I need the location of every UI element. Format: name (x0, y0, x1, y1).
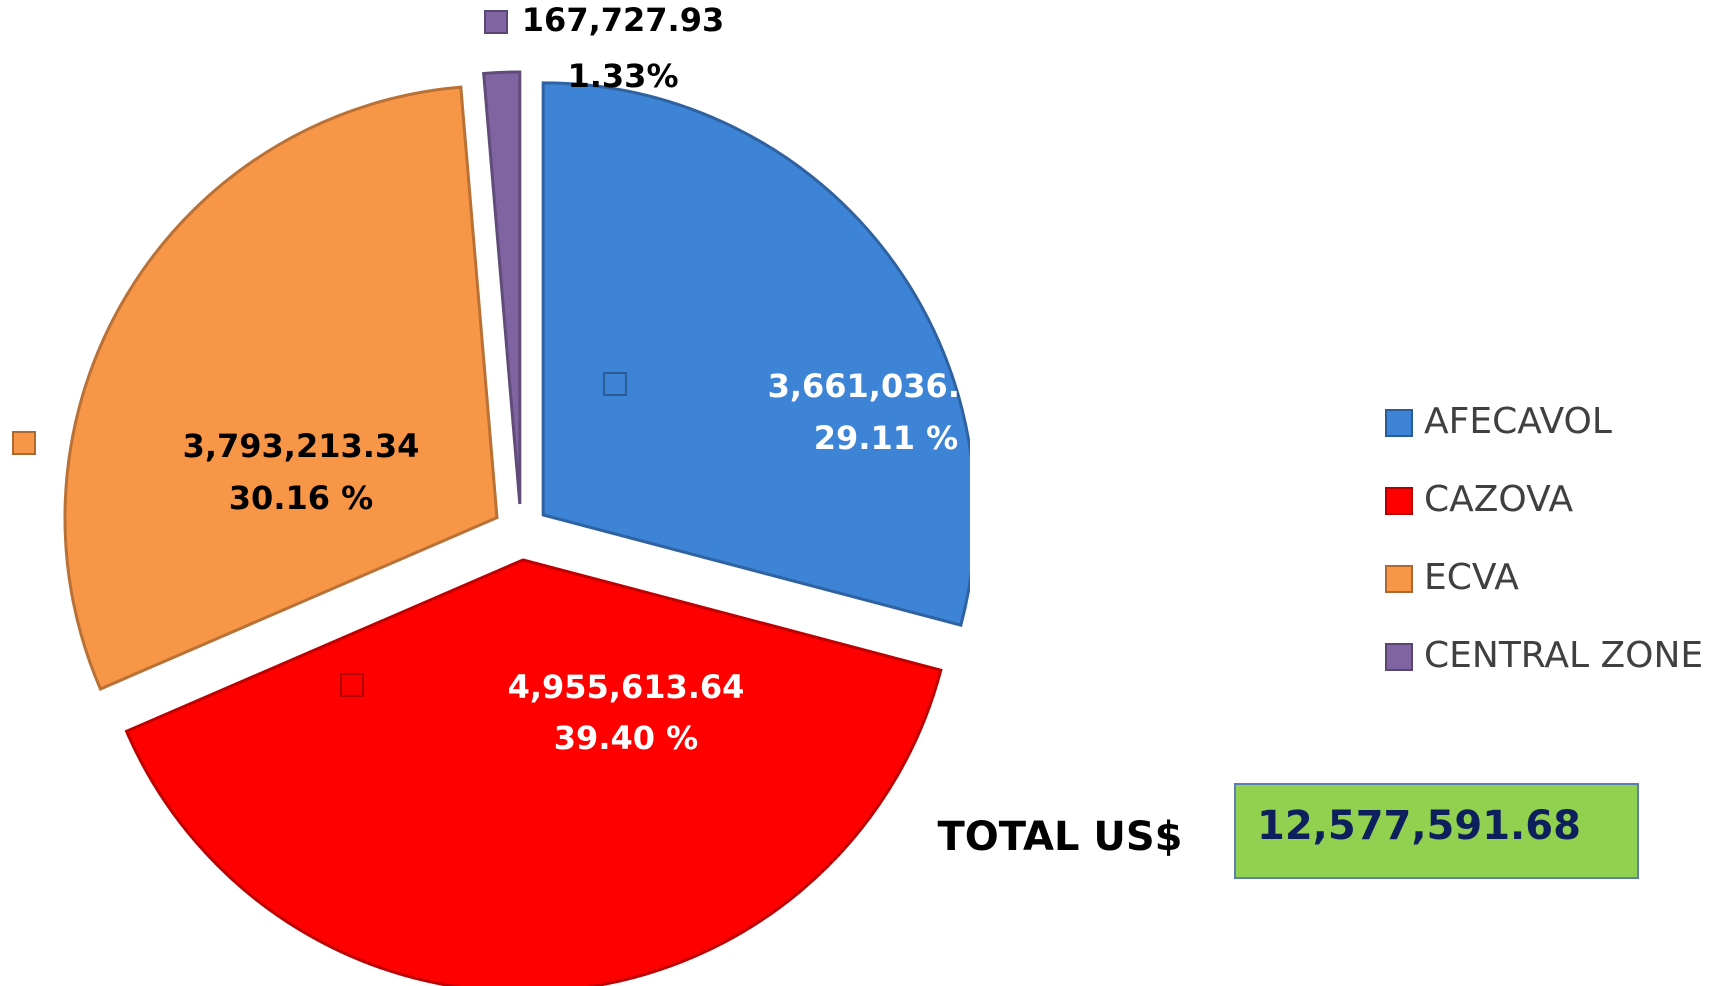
slice-percent-label: 29.11 % (814, 419, 958, 457)
legend-swatch (1385, 409, 1413, 437)
label-key (603, 372, 627, 396)
slice-value-label: 4,955,613.64 (508, 668, 745, 706)
legend-swatch (1385, 487, 1413, 515)
pie-area: 3,661,036.77 29.11 % (63, 70, 1005, 986)
pie-slice (541, 81, 970, 628)
slice-percent-label: 39.40 % (554, 719, 698, 757)
legend-label: ECVA (1424, 557, 1519, 598)
legend-label: AFECAVOL (1424, 401, 1612, 442)
slice-value-label: 3,661,036.77 (768, 367, 1005, 405)
slice-percent-label: 30.16 % (229, 479, 373, 517)
label-key (340, 673, 364, 697)
total-box (1234, 783, 1639, 879)
legend-label: CENTRAL ZONE (1424, 635, 1703, 676)
label-key (484, 10, 508, 34)
total-value: 12,577,591.68 (1257, 803, 1581, 849)
slice-value-label: 3,793,213.34 (183, 427, 420, 465)
legend-swatch (1385, 643, 1413, 671)
pie-slice (482, 70, 522, 505)
legend-swatch (1385, 565, 1413, 593)
label-key (12, 431, 36, 455)
slice-value-label: 167,727.93 (522, 1, 724, 39)
slice-percent-label: 1.33% (567, 57, 678, 95)
pie-slice (63, 85, 499, 691)
legend-label: CAZOVA (1424, 479, 1573, 520)
pie-slice (124, 558, 943, 986)
total-label: TOTAL US$ (938, 814, 1183, 860)
